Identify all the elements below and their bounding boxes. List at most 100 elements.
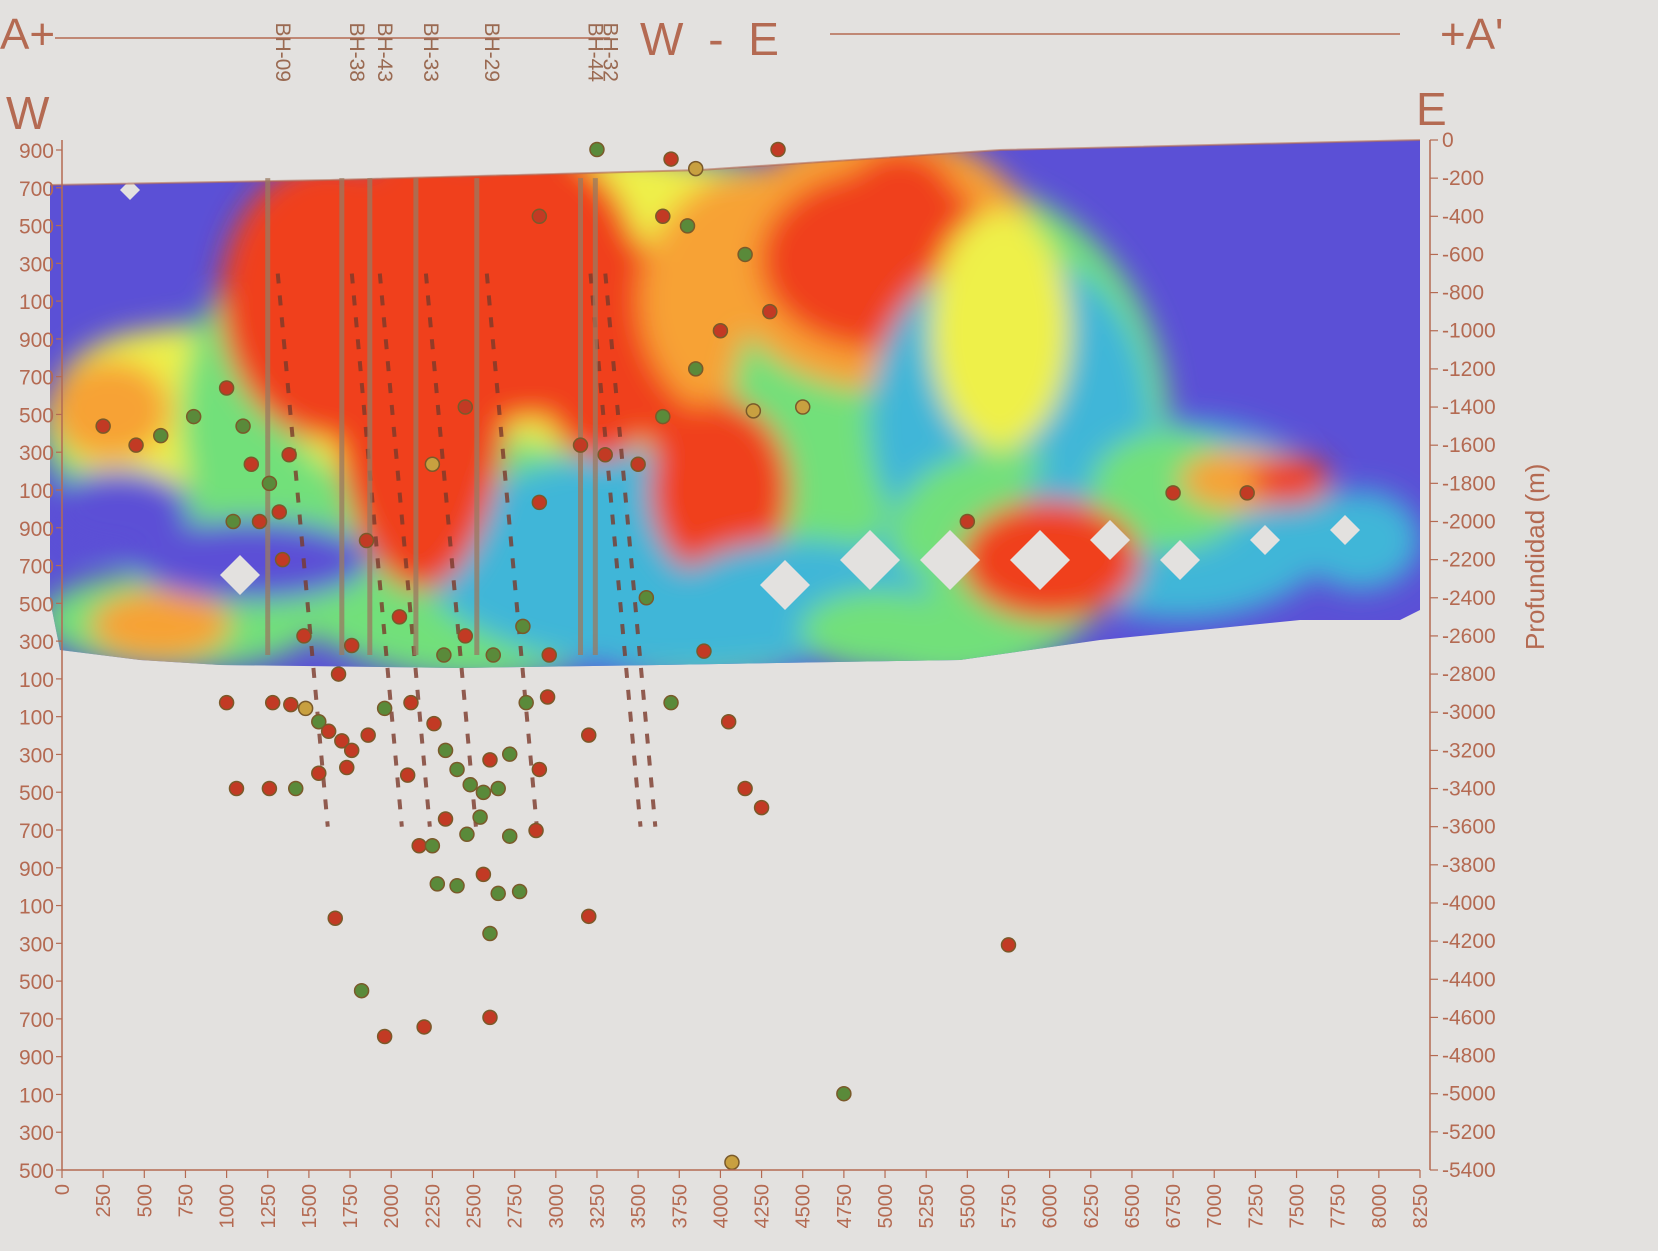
event-point [737,246,753,263]
x-tick-label: 0 [52,1184,74,1195]
well-label: BH-44 [584,22,607,82]
event-point [376,700,393,717]
x-tick-label: 7750 [1328,1184,1350,1229]
well-projection [484,273,539,827]
well-label: BH-38 [345,22,368,82]
x-tick-label: 3500 [628,1184,650,1229]
well-projection [377,273,432,827]
event-point [296,628,312,644]
event-point [638,590,655,606]
x-tick-label: 250 [93,1184,115,1217]
event-point [449,761,465,778]
event-point [243,456,260,473]
event-point [482,925,498,942]
well-label: BH-33 [419,22,442,82]
event-point [327,910,343,926]
x-tick-label: 2000 [381,1184,403,1229]
y-tick-label: -2000 [1442,510,1496,533]
event-point [1165,485,1181,501]
event-point [482,1009,498,1026]
event-point [343,742,360,759]
event-point [679,218,696,234]
event-point [235,418,251,434]
x-tick-label: 1250 [258,1184,280,1229]
event-point [283,696,299,713]
west-label: W [6,87,50,139]
x-tick-label: 7000 [1204,1184,1226,1229]
left-y-tick-label: 100 [19,669,54,692]
left-y-tick-label: 300 [19,442,54,465]
well-label: BH-32 [598,22,621,82]
event-point [511,883,528,900]
x-tick-label: 1000 [217,1184,239,1229]
y-tick-label: -2200 [1442,549,1496,572]
event-point [518,694,534,711]
event-point [457,399,474,415]
x-tick-label: 750 [175,1184,197,1217]
x-tick-label: 5750 [998,1184,1020,1229]
event-point [281,446,297,463]
well-projection [275,273,330,827]
x-tick-label: 3000 [546,1184,568,1229]
event-point [663,694,679,711]
y-tick-label: -3800 [1442,854,1496,877]
left-y-tick-label: 700 [19,820,54,843]
section-header-rules [55,33,1400,39]
event-point [712,322,729,339]
event-point [153,427,169,444]
x-tick-label: 8250 [1410,1184,1432,1229]
x-tick-label: 6250 [1081,1184,1103,1229]
left-y-tick-label: 700 [19,1009,54,1032]
y-tick-label: -5200 [1442,1121,1496,1144]
event-point [358,532,375,549]
y-tick-label: -3200 [1442,739,1496,762]
well-projection [603,273,658,827]
event-point [185,408,202,425]
well-label: BH-29 [480,22,503,82]
x-tick-label: 7250 [1245,1184,1267,1229]
well-label: BH-09 [271,22,294,82]
event-point [737,780,753,797]
event-point [836,1085,852,1102]
y-tick-label: -1200 [1442,358,1496,381]
x-tick-label: 4750 [834,1184,856,1229]
event-point [261,475,278,492]
event-point [424,456,441,473]
event-point [462,776,478,793]
event-point [311,765,327,782]
event-point [515,618,531,635]
x-tick-label: 2250 [422,1184,444,1229]
left-y-tick-label: 100 [19,1084,54,1107]
well-projection [423,273,478,827]
well-label: BH-43 [373,22,396,82]
event-point [531,208,548,225]
event-point [475,784,492,801]
event-point [580,908,597,925]
y-tick-label: -2600 [1442,625,1496,648]
event-point [655,208,671,225]
event-point [320,723,337,740]
event-point [531,494,548,511]
event-point [218,694,235,711]
event-point [696,643,712,659]
event-point [630,456,646,473]
event-point [264,694,281,711]
y-tick-label: -3000 [1442,701,1496,724]
event-point [528,822,544,839]
event-point [485,647,502,663]
event-point [753,799,770,816]
y-tick-label: -400 [1442,205,1484,228]
left-y-tick-label: 500 [19,593,54,616]
event-point [541,647,557,663]
y-tick-label: -4400 [1442,968,1496,991]
x-tick-label: 2750 [505,1184,527,1229]
left-y-tick-label: 900 [19,518,54,541]
event-point [687,160,704,177]
event-point [274,551,291,568]
event-point [794,399,811,415]
x-tick-label: 3250 [587,1184,609,1229]
x-tick-label: 3750 [669,1184,691,1229]
